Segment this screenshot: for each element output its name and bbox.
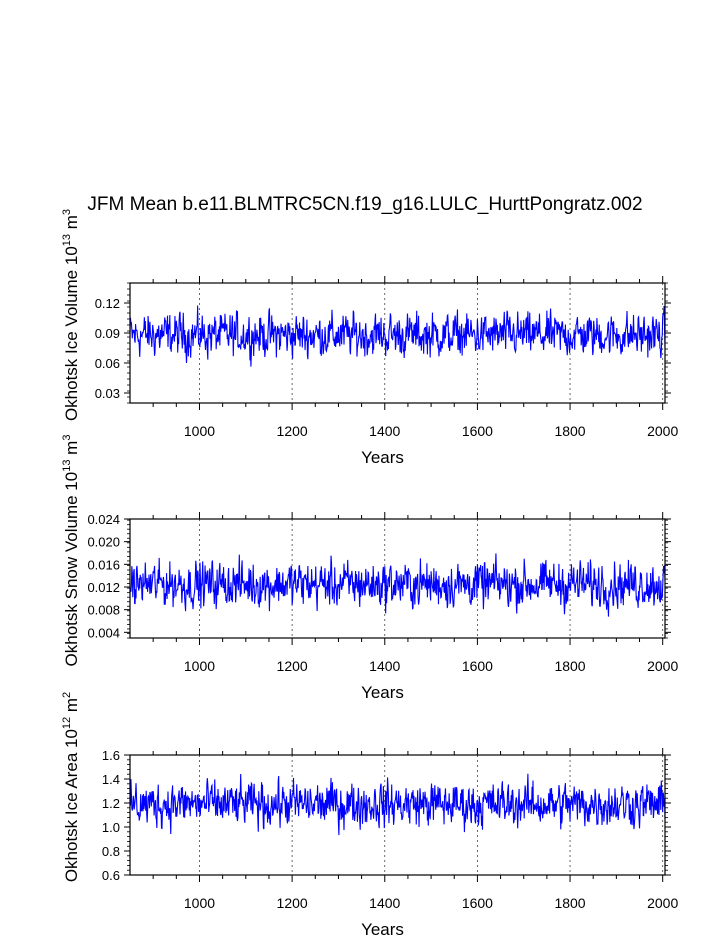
y-axis-label: Okhotsk Snow Volume 1013 m3 (61, 435, 81, 667)
y-axis-label: Okhotsk Ice Area 1012 m2 (61, 692, 81, 882)
x-tick-label: 1200 (277, 423, 308, 439)
y-tick-label: 0.012 (87, 580, 120, 595)
x-tick-label: 1400 (369, 423, 400, 439)
x-tick-label: 1800 (554, 895, 585, 911)
plot-frame (129, 754, 666, 876)
y-tick-label: 0.06 (95, 356, 120, 371)
series-line (129, 553, 666, 617)
panels: 1000 1200 1400 1600 1800 2000 0.03 0.06 0.09 0.12… (61, 209, 678, 935)
panel-1: 1000 1200 1400 1600 1800 2000 0.03 0.06 0.09 0.12… (61, 209, 678, 467)
y-tick-label: 0.016 (87, 557, 120, 572)
x-tick-label: 1000 (184, 658, 215, 674)
x-tick-label: 1600 (462, 423, 493, 439)
y-tick-label: 1.4 (102, 772, 120, 787)
plot-frame (129, 518, 666, 639)
y-tick-label: 0.6 (102, 868, 120, 883)
panel-3: 1000 1200 1400 1600 1800 2000 0.6 0.8 1.0 1.2 1.4 1… (61, 692, 678, 935)
y-tick-label: 0.024 (87, 512, 120, 527)
series-line (129, 773, 666, 836)
y-axis-label: Okhotsk Ice Volume 1013 m3 (61, 209, 81, 421)
series-line (129, 305, 666, 367)
x-axis-label: Years (361, 448, 404, 467)
y-tick-label: 1.6 (102, 748, 120, 763)
x-tick-label: 1400 (369, 895, 400, 911)
x-axis-label: Years (361, 920, 404, 935)
x-tick-label: 1200 (277, 658, 308, 674)
x-tick-label: 2000 (647, 658, 678, 674)
x-tick-label: 1800 (554, 423, 585, 439)
y-tick-label: 0.03 (95, 386, 120, 401)
y-tick-label: 0.8 (102, 844, 120, 859)
x-tick-label: 1600 (462, 895, 493, 911)
x-axis-label: Years (361, 683, 404, 702)
x-tick-label: 1800 (554, 658, 585, 674)
x-tick-label: 2000 (647, 895, 678, 911)
panel-2: 1000 1200 1400 1600 1800 2000 0.004 0.008 0.012 0… (61, 435, 678, 702)
y-tick-label: 0.008 (87, 603, 120, 618)
y-tick-label: 0.12 (95, 296, 120, 311)
x-tick-label: 2000 (647, 423, 678, 439)
y-tick-label: 1.2 (102, 796, 120, 811)
figure-title: JFM Mean b.e11.BLMTRC5CN.f19_g16.LULC_Hu… (87, 194, 642, 215)
x-tick-label: 1000 (184, 895, 215, 911)
x-tick-label: 1400 (369, 658, 400, 674)
x-tick-label: 1200 (277, 895, 308, 911)
x-tick-label: 1600 (462, 658, 493, 674)
y-tick-label: 1.0 (102, 820, 120, 835)
x-tick-label: 1000 (184, 423, 215, 439)
y-tick-label: 0.020 (87, 535, 120, 550)
y-tick-label: 0.004 (87, 625, 120, 640)
y-tick-label: 0.09 (95, 326, 120, 341)
